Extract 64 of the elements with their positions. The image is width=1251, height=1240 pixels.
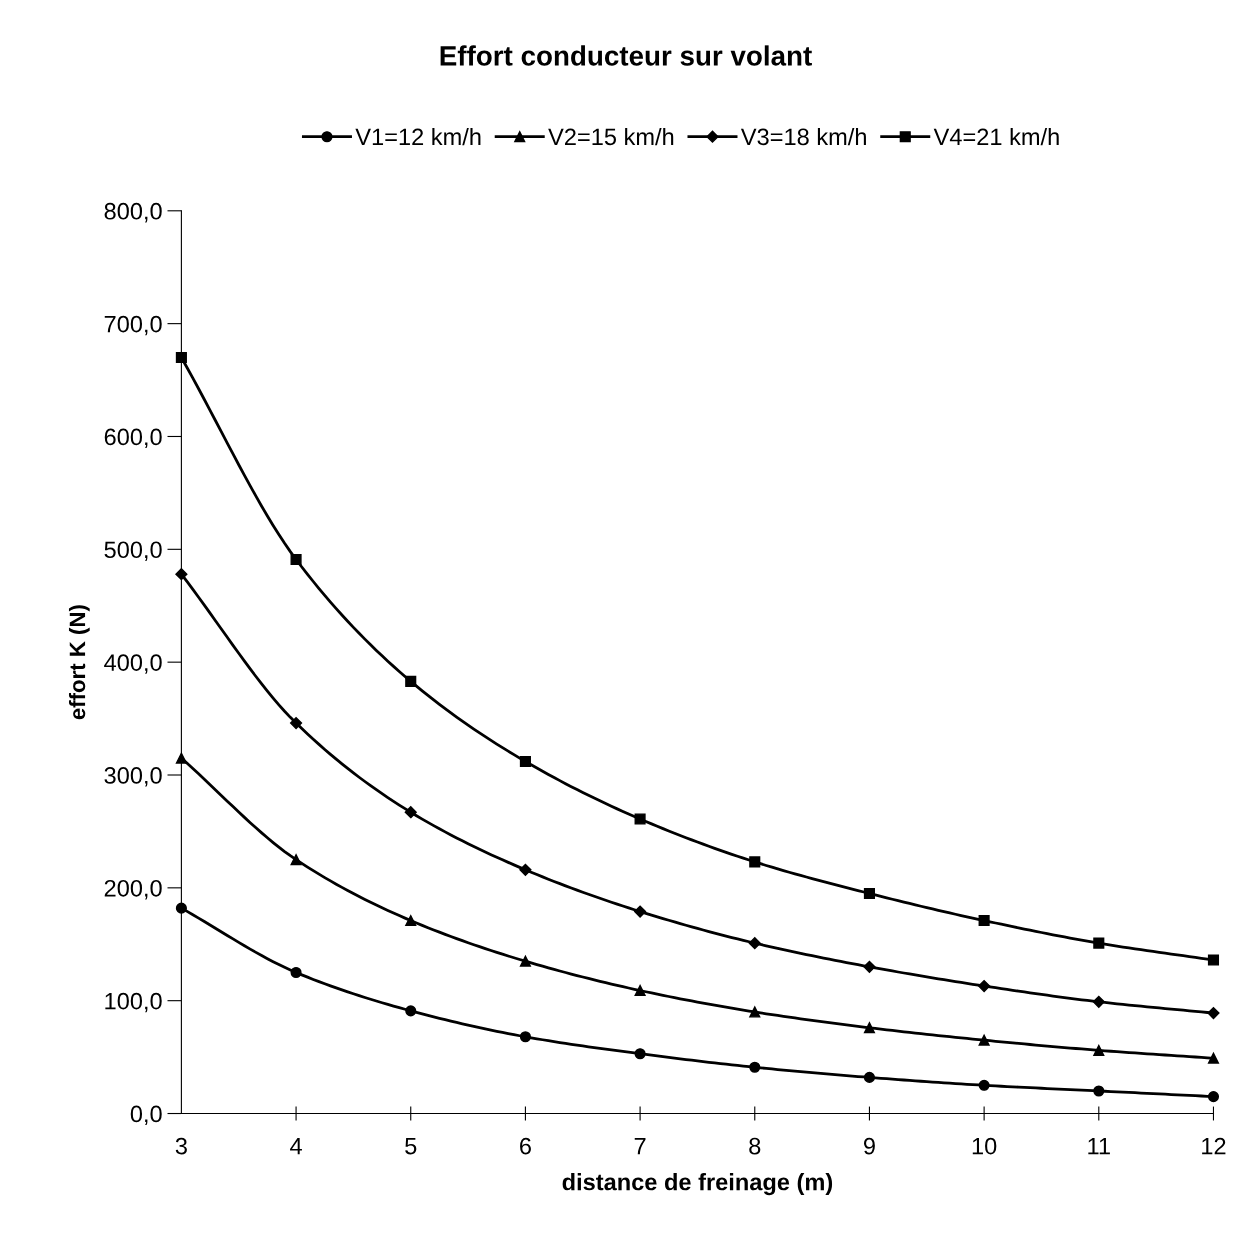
point xyxy=(978,1034,990,1046)
point xyxy=(1092,995,1105,1008)
y-tick-label: 0,0 xyxy=(130,1105,162,1126)
x-axis-title: distance de freinage (m) xyxy=(562,1173,833,1196)
point xyxy=(1207,954,1220,966)
y-tick-label: 300,0 xyxy=(104,767,162,787)
point xyxy=(290,553,302,566)
point xyxy=(749,1006,761,1018)
x-tick-label: 6 xyxy=(520,1137,531,1155)
point xyxy=(1093,1085,1105,1097)
point xyxy=(289,716,303,730)
point xyxy=(978,979,991,993)
x-tick-label: 7 xyxy=(634,1138,646,1155)
y-tick-label: 600,0 xyxy=(104,428,162,449)
y-tick-label: 400,0 xyxy=(104,654,162,674)
point xyxy=(1207,1091,1220,1103)
point xyxy=(633,905,647,918)
x-tick-label: 4 xyxy=(290,1138,302,1155)
point xyxy=(405,675,417,687)
y-tick-label: 100,0 xyxy=(105,992,162,1013)
point xyxy=(175,752,187,764)
y-tick-label: 200,0 xyxy=(104,879,162,900)
point xyxy=(519,863,532,876)
y-axis-title: effort K (N) xyxy=(68,605,90,720)
legend-label: V3=18 km/h xyxy=(740,127,866,146)
point xyxy=(1093,937,1105,949)
x-tick-label: 12 xyxy=(1202,1137,1226,1155)
point xyxy=(634,813,646,825)
point xyxy=(863,1022,876,1034)
point xyxy=(1207,1052,1220,1064)
point xyxy=(405,1005,417,1017)
point xyxy=(519,1031,531,1043)
x-tick-label: 10 xyxy=(972,1137,997,1155)
point xyxy=(749,1061,761,1073)
point xyxy=(1093,1044,1105,1056)
point xyxy=(519,955,531,967)
x-tick-label: 5 xyxy=(405,1138,417,1155)
legend-label: V4=21 km/h xyxy=(933,127,1059,146)
y-tick-label: 500,0 xyxy=(104,541,162,561)
point xyxy=(290,966,302,979)
point xyxy=(978,1079,990,1091)
x-tick-label: 3 xyxy=(175,1137,187,1155)
point xyxy=(290,854,302,866)
y-tick-label: 700,0 xyxy=(104,315,162,336)
point xyxy=(404,806,417,819)
point xyxy=(863,960,876,973)
x-tick-label: 9 xyxy=(863,1137,875,1155)
point xyxy=(748,937,761,950)
point xyxy=(863,1071,876,1083)
point xyxy=(978,915,990,927)
point xyxy=(863,887,876,900)
point xyxy=(519,755,531,768)
point xyxy=(634,1048,646,1060)
legend-label: V1=12 km/h xyxy=(355,127,481,146)
point xyxy=(405,915,417,927)
y-tick-label: 800,0 xyxy=(104,202,162,223)
point xyxy=(175,351,187,364)
x-tick-label: 8 xyxy=(749,1137,761,1155)
point xyxy=(749,856,761,868)
legend-label: V2=15 km/h xyxy=(548,127,674,146)
chart-title: Effort conducteur sur volant xyxy=(440,45,812,66)
x-tick-label: 11 xyxy=(1088,1138,1110,1155)
point xyxy=(1207,1006,1220,1020)
point xyxy=(634,984,646,997)
